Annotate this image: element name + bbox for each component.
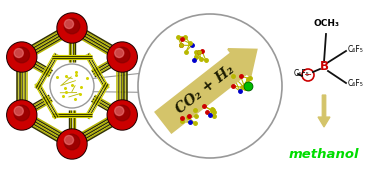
Circle shape [14, 106, 23, 116]
Circle shape [57, 129, 87, 159]
Circle shape [65, 19, 74, 29]
Circle shape [115, 47, 130, 63]
Circle shape [65, 136, 74, 144]
FancyArrow shape [155, 49, 257, 133]
Text: C₆F₅: C₆F₅ [348, 79, 364, 89]
Circle shape [107, 42, 137, 72]
Circle shape [64, 18, 80, 34]
Circle shape [115, 49, 124, 58]
Circle shape [115, 105, 130, 121]
Circle shape [58, 130, 86, 158]
Text: CO₂ + H₂: CO₂ + H₂ [173, 62, 237, 116]
Circle shape [7, 100, 37, 130]
Circle shape [115, 106, 124, 116]
Circle shape [108, 43, 136, 71]
Circle shape [7, 42, 37, 72]
Text: OCH₃: OCH₃ [314, 19, 340, 29]
Text: C₆F₅: C₆F₅ [294, 68, 310, 78]
FancyArrow shape [318, 95, 330, 127]
Circle shape [8, 43, 36, 71]
Circle shape [64, 134, 80, 150]
Text: C₆F₅: C₆F₅ [348, 46, 364, 55]
Text: methanol: methanol [289, 148, 359, 160]
Circle shape [14, 49, 23, 58]
Text: −: − [304, 70, 312, 80]
Circle shape [14, 105, 29, 121]
Text: B: B [319, 61, 328, 73]
Circle shape [57, 13, 87, 43]
Circle shape [14, 47, 29, 63]
Circle shape [107, 100, 137, 130]
Circle shape [58, 14, 86, 42]
Circle shape [8, 101, 36, 129]
Circle shape [108, 101, 136, 129]
